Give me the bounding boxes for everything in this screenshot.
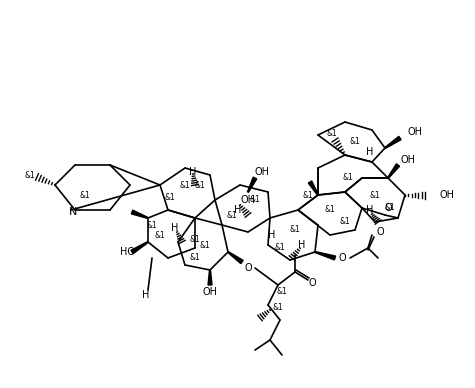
Polygon shape (385, 136, 401, 149)
Text: &1: &1 (200, 241, 210, 249)
Polygon shape (388, 164, 399, 178)
Text: &1: &1 (350, 137, 361, 147)
Polygon shape (308, 181, 318, 195)
Text: &1: &1 (342, 173, 353, 182)
Polygon shape (315, 251, 335, 260)
Polygon shape (208, 270, 212, 285)
Text: O: O (244, 263, 252, 273)
Text: O: O (338, 253, 346, 263)
Text: &1: &1 (147, 220, 157, 229)
Text: H: H (142, 290, 150, 300)
Text: &1: &1 (190, 236, 200, 244)
Text: OH: OH (400, 155, 416, 165)
Text: O: O (308, 278, 316, 288)
Text: &1: &1 (324, 206, 335, 215)
Text: H: H (298, 240, 306, 250)
Text: OH: OH (408, 127, 422, 137)
Text: &1: &1 (290, 225, 300, 234)
Text: &1: &1 (303, 191, 314, 199)
Text: H: H (366, 205, 374, 215)
Text: &1: &1 (327, 128, 337, 137)
Polygon shape (228, 251, 243, 263)
Text: O: O (376, 227, 384, 237)
Text: &1: &1 (370, 191, 380, 199)
Text: N: N (69, 207, 77, 217)
Text: OH: OH (202, 287, 218, 297)
Text: &1: &1 (80, 191, 90, 199)
Polygon shape (131, 242, 148, 254)
Text: &1: &1 (276, 288, 287, 296)
Text: &1: &1 (340, 218, 351, 227)
Text: &1: &1 (165, 194, 175, 203)
Text: &1: &1 (250, 196, 260, 204)
Text: OH: OH (440, 190, 455, 200)
Text: O: O (384, 203, 392, 213)
Text: &1: &1 (190, 253, 200, 263)
Text: &1: &1 (155, 230, 165, 239)
Text: OH: OH (255, 167, 269, 177)
Polygon shape (247, 177, 257, 192)
Text: &1: &1 (180, 180, 190, 189)
Text: H: H (234, 205, 242, 215)
Text: H: H (366, 147, 374, 157)
Text: &1: &1 (25, 170, 35, 180)
Polygon shape (131, 210, 148, 218)
Text: H: H (268, 230, 276, 240)
Text: &1: &1 (195, 180, 205, 189)
Text: HO: HO (120, 247, 135, 257)
Text: &1: &1 (273, 303, 284, 312)
Text: &1: &1 (275, 244, 285, 253)
Text: &1: &1 (385, 203, 395, 213)
Text: OH: OH (240, 195, 256, 205)
Text: H: H (190, 167, 197, 177)
Text: &1: &1 (227, 211, 238, 220)
Text: H: H (171, 223, 179, 233)
